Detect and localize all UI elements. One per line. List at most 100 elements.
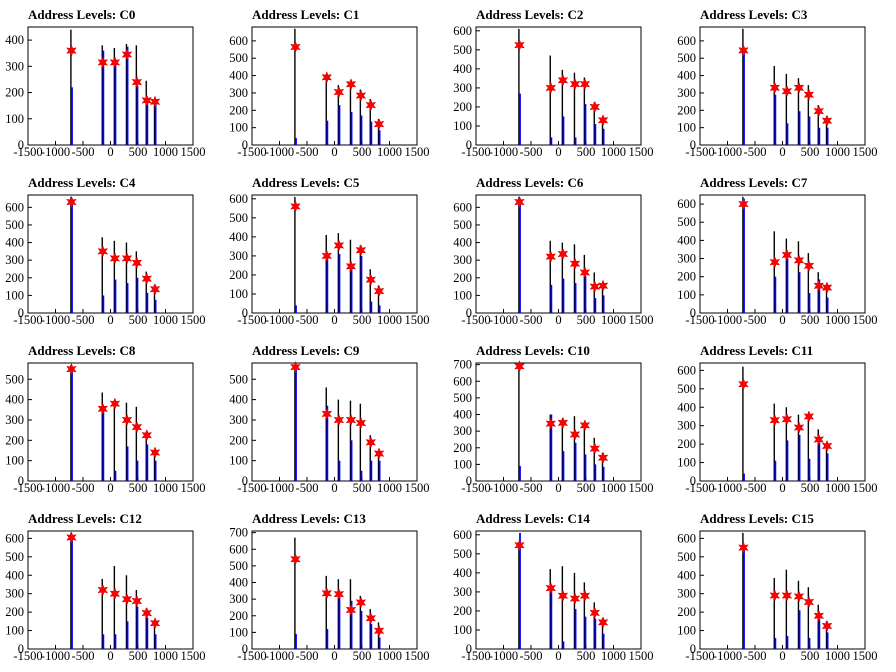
chart-title: Address Levels: C7: [700, 175, 808, 190]
chart-panel-0: Address Levels: C0 0 100 200 300 400 -1500-100…: [5, 7, 205, 159]
x-tick-label: 0: [555, 649, 561, 663]
star-marker: [121, 593, 133, 606]
star-marker: [97, 402, 109, 415]
x-tick-label: 1000: [153, 481, 178, 495]
star-marker: [579, 77, 591, 91]
star-marker: [545, 81, 557, 95]
y-tick-label: 600: [453, 528, 472, 542]
y-tick-label: 200: [453, 604, 472, 618]
y-tick-label: 200: [5, 605, 24, 619]
y-tick-label: 200: [677, 103, 696, 117]
y-tick-label: 200: [229, 433, 248, 447]
star-marker: [813, 433, 825, 446]
star-marker: [738, 378, 749, 391]
plot-frame: [699, 530, 866, 650]
y-tick-label: 300: [453, 585, 472, 599]
y-tick-label: 200: [453, 441, 472, 455]
x-tick-label: -1500: [13, 481, 42, 495]
y-tick-label: 200: [677, 437, 696, 451]
star-marker: [545, 417, 557, 430]
star-marker: [738, 197, 749, 211]
x-tick-label: 1000: [601, 145, 626, 159]
star-marker: [290, 40, 301, 54]
y-tick-label: 400: [229, 393, 248, 407]
chart-title: Address Levels: C13: [252, 511, 366, 526]
x-tick-label: -500: [744, 649, 767, 663]
y-tick-label: 600: [229, 192, 248, 206]
x-tick-label: 500: [577, 481, 596, 495]
x-tick-label: 1500: [181, 481, 206, 495]
x-tick-label: 500: [129, 649, 148, 663]
x-tick-label: 1500: [405, 145, 430, 159]
y-tick-label: 300: [5, 413, 24, 427]
x-tick-label: -500: [72, 145, 95, 159]
x-tick-label: 1500: [405, 649, 430, 663]
plot-frame: [27, 362, 194, 482]
y-tick-label: 100: [5, 112, 24, 126]
y-tick-label: 400: [5, 236, 24, 250]
star-marker: [149, 283, 161, 296]
chart-panel-8: Address Levels: C80100200300400500-1500-…: [5, 343, 205, 495]
star-marker: [355, 89, 367, 102]
y-tick-label: 400: [453, 236, 472, 250]
chart-panel-3: Address Levels: C3 0 100 200 300 400 500 600 -15…: [677, 7, 877, 159]
x-tick-label: 1000: [601, 313, 626, 327]
star-marker: [66, 362, 77, 376]
x-tick-label: -1000: [265, 313, 294, 327]
chart-title: Address Levels: C1: [252, 7, 359, 22]
x-tick-label: -500: [744, 145, 767, 159]
chart-title: Address Levels: C15: [700, 511, 814, 526]
star-marker: [345, 413, 357, 427]
chart-panel-1: Address Levels: C1 0 100 200 300 400 500 600 -15…: [229, 7, 429, 159]
x-tick-label: 500: [353, 481, 372, 495]
x-tick-label: -500: [72, 649, 95, 663]
x-tick-label: -1500: [237, 649, 266, 663]
y-tick-label: 500: [677, 215, 696, 229]
x-tick-label: 1500: [629, 145, 654, 159]
star-marker: [121, 252, 133, 265]
star-marker: [333, 85, 345, 99]
x-tick-label: 1000: [825, 313, 850, 327]
chart-title: Address Levels: C2: [476, 7, 583, 22]
star-marker: [813, 104, 825, 118]
x-tick-label: -1000: [41, 481, 70, 495]
y-tick-label: 0: [242, 138, 248, 152]
y-tick-label: 200: [5, 271, 24, 285]
y-tick-label: 600: [677, 34, 696, 48]
y-tick-label: 300: [5, 253, 24, 267]
star-marker: [131, 75, 143, 89]
plot-frame: [251, 194, 418, 314]
x-tick-label: 0: [555, 313, 561, 327]
y-tick-label: 400: [453, 62, 472, 76]
x-tick-label: -1500: [685, 313, 714, 327]
y-tick-label: 400: [229, 69, 248, 83]
star-marker: [141, 606, 153, 620]
y-tick-label: 600: [229, 542, 248, 556]
y-tick-label: 100: [229, 287, 248, 301]
star-marker: [514, 539, 525, 552]
star-marker: [821, 114, 833, 127]
plot-frame: [475, 530, 642, 650]
y-tick-label: 200: [677, 270, 696, 284]
y-tick-label: 300: [677, 252, 696, 266]
y-tick-label: 0: [690, 306, 696, 320]
x-tick-label: -1500: [461, 649, 490, 663]
x-tick-label: -500: [296, 313, 319, 327]
x-tick-label: 500: [129, 481, 148, 495]
y-tick-label: 300: [5, 587, 24, 601]
star-marker: [821, 619, 833, 633]
star-marker: [769, 81, 781, 94]
star-marker: [514, 360, 525, 373]
y-tick-label: 400: [677, 233, 696, 247]
chart-title: Address Levels: C9: [252, 343, 360, 358]
x-tick-label: 0: [331, 481, 337, 495]
star-marker: [589, 442, 601, 455]
x-tick-label: -1000: [489, 649, 518, 663]
star-marker: [109, 587, 121, 600]
x-tick-label: 500: [801, 481, 820, 495]
y-tick-label: 100: [677, 624, 696, 638]
y-tick-label: 500: [5, 372, 24, 386]
x-tick-label: -1000: [713, 313, 742, 327]
star-marker: [321, 407, 333, 421]
plot-frame: [251, 26, 418, 146]
